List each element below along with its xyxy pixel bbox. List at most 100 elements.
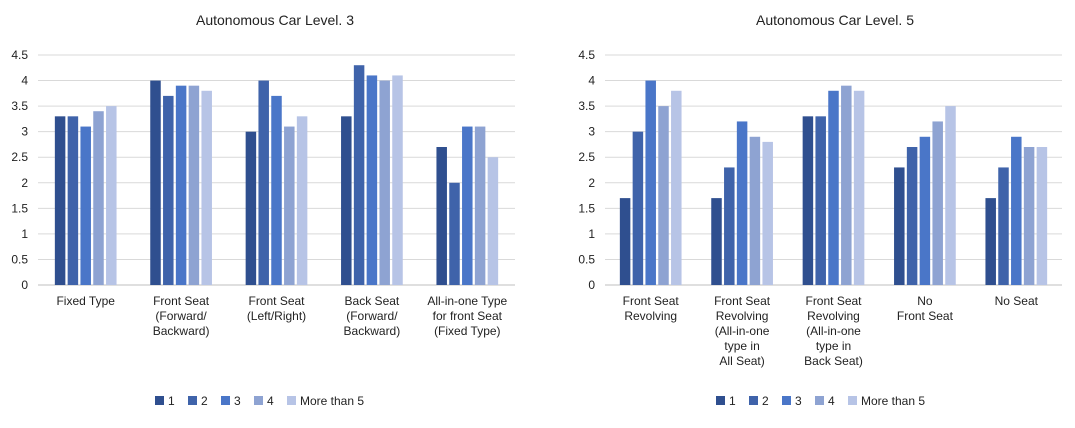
legend-label: More than 5 xyxy=(861,394,925,408)
legend-label: 4 xyxy=(267,394,274,408)
bar xyxy=(341,116,352,285)
legend-label: 1 xyxy=(168,394,175,408)
bar xyxy=(619,198,631,285)
bar xyxy=(54,116,66,285)
bar xyxy=(749,136,761,285)
bar xyxy=(188,85,200,285)
y-tick-label: 0.5 xyxy=(578,252,595,266)
x-category-label: No Seat xyxy=(995,294,1039,308)
bar xyxy=(392,75,403,285)
x-category-label-line: Back Seat xyxy=(345,294,400,308)
x-category-label-line: (All-in-one xyxy=(806,324,861,338)
bar xyxy=(645,80,656,285)
x-category-label-line: (Forward/ xyxy=(155,309,207,323)
legend-label: 1 xyxy=(729,394,736,408)
bar xyxy=(245,131,257,285)
bar xyxy=(1036,147,1048,285)
bar xyxy=(762,141,773,285)
bar xyxy=(906,147,918,285)
x-category-label: Front Seat (Left/Right) xyxy=(247,294,306,323)
bar xyxy=(724,167,735,285)
bar xyxy=(894,167,905,285)
bar xyxy=(201,90,212,285)
x-category-label: Fixed Type xyxy=(56,294,115,308)
x-category-label-line: for front Seat xyxy=(433,309,503,323)
legend-swatch xyxy=(815,396,824,405)
x-category-label: Front Seat Revolving xyxy=(623,294,680,323)
y-tick-label: 2 xyxy=(21,176,28,190)
bar xyxy=(932,121,943,285)
bar xyxy=(711,198,722,285)
bar xyxy=(366,75,378,285)
chart-title: Autonomous Car Level. 5 xyxy=(756,12,914,28)
x-category-label-line: Front Seat xyxy=(623,294,680,308)
x-category-label-line: Backward) xyxy=(344,324,401,338)
bar xyxy=(658,106,669,285)
y-tick-label: 1.5 xyxy=(578,201,595,215)
bar xyxy=(945,106,956,285)
y-tick-label: 1 xyxy=(21,227,28,241)
x-category-label-line: type in xyxy=(724,339,759,353)
x-category-label: No Front Seat xyxy=(897,294,954,323)
y-tick-label: 0 xyxy=(588,278,595,292)
chart-title: Autonomous Car Level. 3 xyxy=(196,12,354,28)
bar xyxy=(841,85,852,285)
y-tick-label: 1 xyxy=(588,227,595,241)
y-tick-label: 4 xyxy=(588,74,595,88)
x-category-label: Front Seat (Forward/Backward) xyxy=(153,294,210,338)
bar xyxy=(271,95,282,285)
bar xyxy=(150,80,161,285)
legend-swatch xyxy=(155,396,164,405)
bar xyxy=(1011,136,1022,285)
x-category-label-line: Front Seat xyxy=(714,294,771,308)
legend-swatch xyxy=(749,396,758,405)
y-tick-label: 4.5 xyxy=(578,48,595,62)
x-category-label-line: Revolving xyxy=(624,309,677,323)
bar xyxy=(67,116,79,285)
legend-label: 2 xyxy=(762,394,769,408)
legend-swatch xyxy=(221,396,230,405)
y-tick-label: 2.5 xyxy=(578,150,595,164)
bar xyxy=(106,106,117,285)
x-category-label-line: (All-in-one xyxy=(715,324,770,338)
x-category-label-line: (Forward/ xyxy=(346,309,398,323)
y-tick-label: 4.5 xyxy=(11,48,28,62)
x-category-label: Front Seat Revolving (All-in-one type in All… xyxy=(714,294,771,368)
bar xyxy=(93,111,104,285)
y-tick-label: 0.5 xyxy=(11,252,28,266)
bar xyxy=(828,90,839,285)
bar xyxy=(1023,147,1035,285)
x-category-label-line: No xyxy=(917,294,933,308)
x-category-label-line: Fixed Type xyxy=(56,294,115,308)
x-category-label-line: No Seat xyxy=(995,294,1039,308)
y-tick-label: 3.5 xyxy=(11,99,28,113)
bar xyxy=(353,65,365,285)
legend-swatch xyxy=(848,396,857,405)
bar xyxy=(736,121,748,285)
bar xyxy=(632,131,644,285)
x-category-label-line: (Fixed Type) xyxy=(434,324,500,338)
y-tick-label: 4 xyxy=(21,74,28,88)
x-category-label: All-in-one Type for front Seat (Fixed Type… xyxy=(427,294,507,338)
legend-label: 3 xyxy=(795,394,802,408)
legend-label: 2 xyxy=(201,394,208,408)
x-category-label-line: Revolving xyxy=(807,309,860,323)
chart-2: Autonomous Car Level. 5 0 0.5 1 1.5 2 2.5 3 3.5 4… xyxy=(578,12,1062,408)
legend-swatch xyxy=(254,396,263,405)
bar xyxy=(258,80,269,285)
y-tick-label: 2.5 xyxy=(11,150,28,164)
legend-label: More than 5 xyxy=(300,394,364,408)
y-tick-label: 3 xyxy=(21,125,28,139)
y-tick-label: 3 xyxy=(588,125,595,139)
y-tick-label: 3.5 xyxy=(578,99,595,113)
x-category-label-line: Front Seat xyxy=(897,309,954,323)
legend-swatch xyxy=(782,396,791,405)
bar xyxy=(853,90,865,285)
x-category-label-line: Back Seat) xyxy=(804,354,863,368)
bar xyxy=(284,126,295,285)
chart-1: Autonomous Car Level. 3 0 0.5 1 1.5 2 2.5 3 3.5 4… xyxy=(11,12,515,408)
bar xyxy=(436,147,447,285)
bar xyxy=(163,95,174,285)
